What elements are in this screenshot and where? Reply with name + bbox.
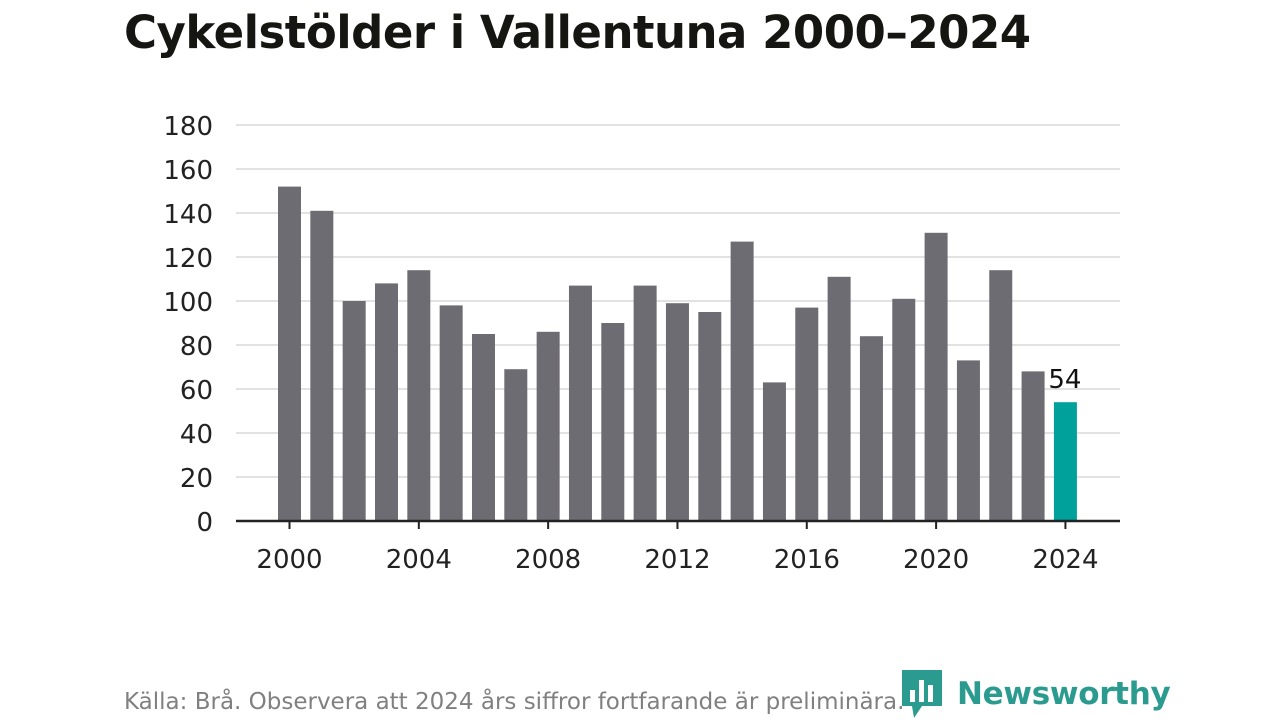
bar-chart-logo-icon	[902, 670, 942, 718]
bar	[374, 283, 398, 521]
bar	[504, 369, 528, 521]
bar	[342, 301, 366, 521]
bar	[859, 336, 883, 521]
logo-text: Newsworthy	[957, 676, 1171, 712]
bar	[924, 232, 948, 522]
x-tick-label: 2004	[386, 545, 452, 575]
y-tick-label: 160	[163, 156, 213, 186]
bar	[633, 285, 657, 521]
bar	[892, 298, 916, 521]
chart-title: Cykelstölder i Vallentuna 2000–2024	[124, 6, 1031, 59]
bar-highlight	[1053, 402, 1077, 521]
bar	[536, 331, 560, 521]
bar	[471, 334, 495, 521]
bar	[665, 303, 689, 521]
bar	[730, 241, 754, 521]
bar	[310, 210, 334, 522]
bar	[407, 270, 431, 521]
x-tick-label: 2020	[903, 545, 969, 575]
bar	[956, 360, 980, 521]
bar	[568, 285, 592, 521]
y-tick-label: 40	[180, 420, 213, 450]
bar	[439, 305, 463, 521]
source-note: Källa: Brå. Observera att 2024 års siffr…	[124, 689, 905, 715]
y-tick-label: 100	[163, 288, 213, 318]
y-tick-label: 20	[180, 464, 213, 494]
x-tick-label: 2012	[644, 545, 710, 575]
y-tick-label: 0	[196, 508, 213, 538]
y-tick-label: 60	[180, 376, 213, 406]
x-tick-label: 2000	[256, 545, 322, 575]
newsworthy-logo: Newsworthy	[902, 670, 1171, 718]
bar	[278, 186, 301, 521]
bar	[989, 270, 1013, 521]
bar	[762, 382, 786, 521]
y-tick-label: 140	[163, 200, 213, 230]
y-tick-label: 180	[163, 112, 213, 142]
x-tick-label: 2024	[1032, 545, 1098, 575]
bar	[601, 323, 625, 521]
y-tick-label: 120	[163, 244, 213, 274]
data-label: 54	[1048, 365, 1081, 395]
bar	[1021, 371, 1045, 521]
bar	[698, 312, 722, 521]
x-tick-label: 2008	[515, 545, 581, 575]
bar	[795, 307, 819, 521]
x-tick-label: 2016	[774, 545, 840, 575]
y-tick-label: 80	[180, 332, 213, 362]
bar	[827, 276, 851, 521]
